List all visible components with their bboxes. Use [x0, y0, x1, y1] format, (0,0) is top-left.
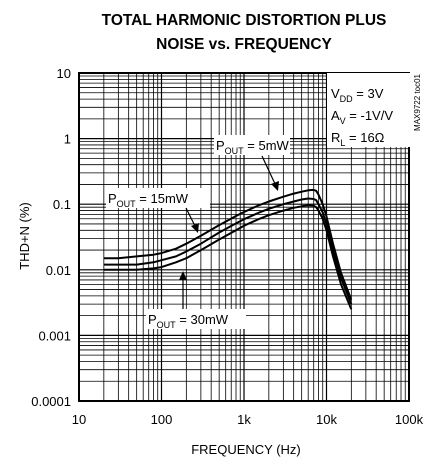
- x-tick-label: 1k: [237, 412, 251, 427]
- condition-av: AV = -1V/V: [331, 108, 393, 126]
- x-tick-label: 100: [151, 412, 173, 427]
- label-box-5mw: [214, 135, 290, 155]
- condition-vdd: VDD = 3V: [331, 86, 384, 104]
- arrowhead-15mw: [191, 223, 199, 233]
- y-tick-label: 0.001: [38, 328, 71, 343]
- y-tick-label: 0.01: [46, 263, 71, 278]
- x-axis-label: FREQUENCY (Hz): [191, 442, 301, 457]
- condition-rl: RL = 16Ω: [331, 130, 385, 148]
- series-line-30mw: [103, 204, 353, 310]
- series-label-15mw: POUT = 15mW: [108, 191, 189, 209]
- y-tick-label: 0.1: [53, 197, 71, 212]
- y-tick-label: 1: [64, 132, 71, 147]
- y-tick-label: 10: [57, 66, 71, 81]
- y-tick-label: 0.0001: [31, 394, 71, 409]
- x-tick-label: 100k: [395, 412, 424, 427]
- x-axis-ticks: 10 100 1k 10k 100k: [72, 412, 424, 427]
- arrowhead-30mw: [179, 271, 187, 280]
- arrow-5mw: [261, 155, 277, 187]
- series-line-5mw: [103, 188, 353, 301]
- conditions-box: [327, 73, 419, 147]
- series-label-30mw: POUT = 30mW: [148, 312, 229, 330]
- arrowhead-5mw: [271, 181, 279, 191]
- y-axis-label: THD+N (%): [17, 202, 32, 270]
- label-arrows: [179, 155, 279, 309]
- y-axis-ticks: 10 1 0.1 0.01 0.001 0.0001: [31, 66, 71, 409]
- plot-frame: [78, 72, 410, 402]
- arrow-15mw: [185, 207, 197, 229]
- label-box-30mw: [146, 309, 246, 329]
- series-label-5mw: POUT = 5mW: [216, 138, 290, 156]
- figure-code: MAX9722 toc01: [413, 73, 422, 130]
- x-tick-label: 10k: [316, 412, 337, 427]
- chart-title-line-2: NOISE vs. FREQUENCY: [156, 36, 332, 53]
- label-box-15mw: [106, 188, 210, 208]
- chart-title-line-1: TOTAL HARMONIC DISTORTION PLUS: [102, 12, 387, 29]
- series-lines: [103, 188, 353, 310]
- x-tick-label: 10: [72, 412, 86, 427]
- series-line-15mw: [103, 197, 353, 305]
